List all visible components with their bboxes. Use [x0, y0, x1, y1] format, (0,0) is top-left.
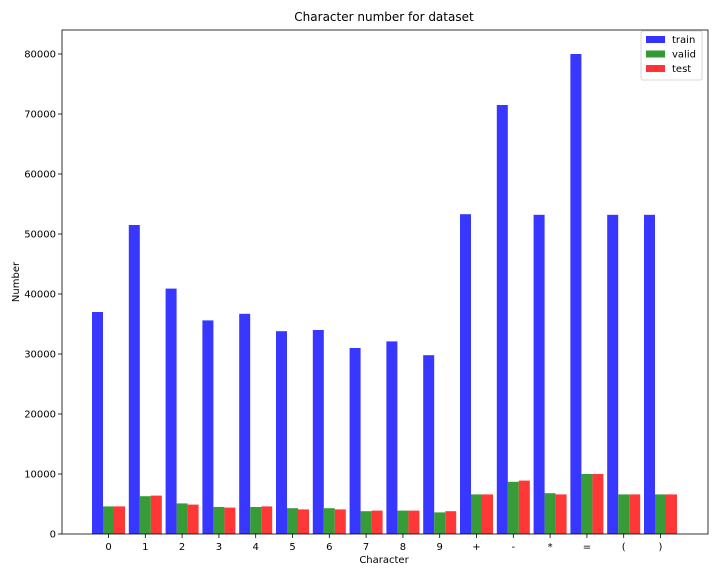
bar-test-6	[334, 509, 346, 534]
x-tick-label: 4	[253, 542, 259, 553]
legend: train valid test	[640, 30, 703, 81]
bar-train-12	[533, 214, 545, 535]
bar-test-14	[629, 494, 641, 534]
bar-test-12	[555, 494, 567, 534]
bar-test-15	[666, 494, 677, 534]
bar-test-2	[187, 504, 199, 534]
plot-frame	[61, 29, 709, 535]
y-tick-label: 0	[50, 530, 56, 541]
bar-train-5	[276, 331, 287, 534]
x-tick-label: 7	[363, 542, 369, 553]
bar-test-3	[224, 507, 236, 534]
bar-train-4	[239, 313, 251, 534]
bar-valid-4	[250, 507, 262, 534]
x-tick-label: 9	[437, 542, 443, 553]
bar-test-1	[150, 495, 162, 534]
bar-valid-5	[287, 508, 298, 534]
bar-train-7	[349, 348, 361, 534]
bar-train-9	[423, 355, 435, 534]
y-tick-label: 30000	[24, 350, 56, 361]
bar-valid-10	[471, 494, 482, 534]
x-tick-label: +	[472, 542, 480, 553]
y-tick-label: 20000	[24, 410, 56, 421]
x-tick-label: 0	[105, 542, 111, 553]
bar-train-10	[460, 214, 471, 534]
y-tick-label: 60000	[24, 170, 56, 181]
bar-train-6	[312, 330, 324, 534]
bar-valid-8	[397, 510, 409, 534]
x-tick-label: -	[511, 542, 515, 553]
bar-train-15	[644, 214, 655, 535]
bar-valid-12	[544, 493, 556, 534]
bar-test-5	[298, 509, 309, 534]
bar-train-11	[496, 105, 508, 534]
legend-swatch-test	[646, 65, 665, 72]
bar-valid-15	[655, 494, 666, 534]
chart-title: Character number for dataset	[294, 10, 474, 24]
y-tick-label: 70000	[24, 110, 56, 121]
x-axis-label: Character	[359, 555, 409, 566]
bar-valid-11	[507, 481, 519, 534]
legend-swatch-valid	[646, 50, 665, 58]
x-tick-label: 2	[179, 542, 185, 553]
bar-valid-6	[323, 508, 335, 534]
bar-train-3	[202, 320, 214, 534]
y-tick-label: 10000	[24, 470, 56, 481]
bar-train-13	[570, 54, 582, 534]
bar-train-14	[607, 214, 619, 535]
x-tick-label: =	[583, 542, 591, 553]
y-tick-label: 50000	[24, 230, 56, 241]
x-tick-label: *	[548, 542, 553, 553]
bar-test-10	[482, 494, 493, 534]
bar-train-0	[92, 312, 103, 534]
y-tick-label: 40000	[24, 290, 56, 301]
bar-test-11	[518, 480, 530, 534]
x-tick-label: 5	[289, 542, 295, 553]
bar-test-4	[261, 506, 273, 534]
bar-valid-7	[360, 511, 372, 534]
bar-valid-14	[618, 494, 630, 534]
bar-test-7	[371, 510, 383, 534]
bar-valid-2	[176, 503, 188, 534]
bar-test-0	[114, 506, 125, 534]
legend-label-valid: valid	[672, 50, 696, 61]
bar-valid-1	[139, 496, 151, 534]
bar-train-1	[128, 225, 140, 534]
bar-test-13	[592, 474, 604, 534]
bar-train-8	[386, 341, 398, 534]
legend-label-test: test	[672, 64, 691, 75]
x-tick-label: 1	[142, 542, 148, 553]
bar-valid-9	[434, 512, 446, 534]
bar-valid-3	[213, 507, 225, 534]
x-tick-label: (	[622, 542, 626, 553]
legend-label-train: train	[672, 35, 695, 46]
bar-test-9	[445, 511, 457, 534]
x-tick-label: )	[659, 542, 663, 553]
y-axis-label: Number	[11, 261, 22, 302]
y-ticks-group: 0 10000 20000 30000 40000 50000 60000 70000 8000…	[24, 50, 62, 541]
axes-group	[61, 29, 709, 535]
x-ticks-group: 0 1 2 3 4 5 6 7 8 9 + - * = ()	[105, 534, 663, 553]
bar-valid-13	[581, 474, 593, 534]
x-tick-label: 3	[216, 542, 222, 553]
x-tick-label: 6	[326, 542, 332, 553]
bar-valid-0	[103, 506, 114, 534]
bar-train-2	[165, 288, 177, 534]
bar-test-8	[408, 510, 420, 534]
y-tick-label: 80000	[24, 50, 56, 61]
legend-swatch-train	[646, 36, 665, 43]
bars-group	[92, 54, 677, 535]
x-tick-label: 8	[400, 542, 406, 553]
